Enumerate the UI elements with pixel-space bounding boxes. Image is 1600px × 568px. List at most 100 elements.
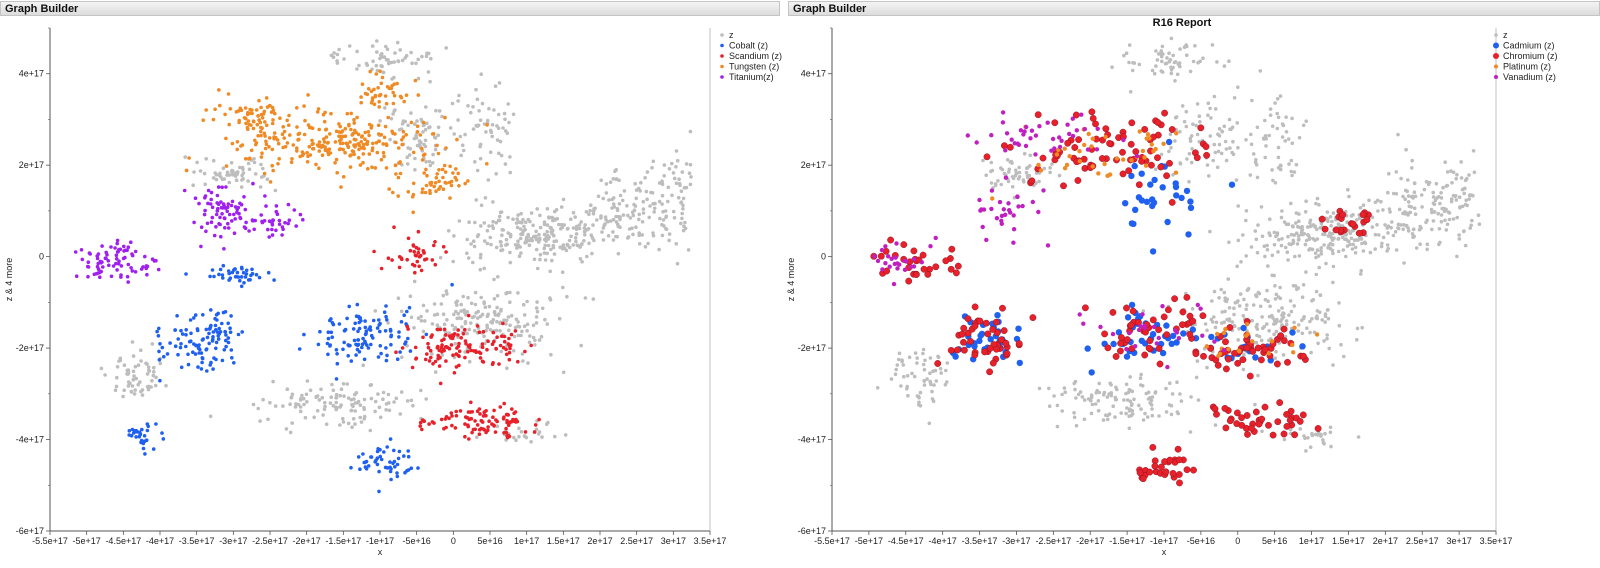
data-point-tungsten-z-	[415, 130, 420, 134]
data-point-cobalt-z-	[371, 318, 376, 323]
legend-item-label[interactable]: Vanadium (z)	[1503, 72, 1556, 82]
legend-marker[interactable]	[1493, 53, 1499, 59]
legend-marker[interactable]	[720, 43, 724, 48]
legend-marker[interactable]	[720, 75, 724, 79]
data-point-z	[315, 409, 320, 413]
data-point-z	[526, 361, 530, 365]
data-point-z	[596, 194, 601, 199]
legend-marker[interactable]	[720, 33, 724, 37]
data-point-tungsten-z-	[348, 165, 353, 169]
data-point-tungsten-z-	[317, 149, 322, 153]
data-point-z	[1270, 273, 1274, 278]
data-point-vanadium-z-	[977, 197, 982, 203]
legend-item-label[interactable]: Cobalt (z)	[729, 41, 768, 51]
data-point-tungsten-z-	[352, 118, 356, 122]
data-point-z	[650, 191, 655, 195]
data-point-tungsten-z-	[391, 90, 396, 95]
legend-marker[interactable]	[1494, 75, 1498, 79]
data-point-scandium-z-	[450, 336, 455, 341]
data-point-z	[1345, 244, 1350, 248]
data-point-chromium-z-	[1149, 316, 1157, 324]
data-point-z	[121, 394, 125, 399]
data-point-z	[534, 427, 539, 432]
data-point-z	[688, 129, 693, 134]
data-point-cobalt-z-	[346, 354, 351, 358]
data-point-z	[1140, 384, 1145, 388]
data-point-tungsten-z-	[453, 175, 458, 180]
data-point-z	[1361, 203, 1366, 207]
data-point-z	[369, 396, 374, 401]
data-point-titanium-z-	[239, 202, 244, 207]
data-point-z	[1236, 145, 1240, 150]
data-point-tungsten-z-	[391, 190, 395, 195]
data-point-cadmium-z-	[1187, 198, 1194, 205]
data-point-scandium-z-	[431, 362, 435, 366]
data-point-z	[617, 178, 621, 183]
data-point-cadmium-z-	[1168, 340, 1175, 347]
data-point-scandium-z-	[473, 427, 478, 432]
data-point-z	[497, 151, 501, 156]
data-point-z	[524, 220, 528, 225]
data-point-z	[1028, 153, 1032, 158]
data-point-tungsten-z-	[367, 152, 372, 156]
legend-item-label[interactable]: z	[729, 30, 734, 40]
legend-item-label[interactable]: z	[1503, 30, 1508, 40]
data-point-tungsten-z-	[347, 123, 351, 128]
legend-marker[interactable]	[1493, 42, 1499, 49]
data-point-tungsten-z-	[325, 141, 330, 145]
legend-marker[interactable]	[720, 64, 724, 69]
data-point-cobalt-z-	[347, 304, 352, 309]
data-point-z	[548, 269, 552, 274]
legend-item-label[interactable]: Platinum (z)	[1503, 62, 1551, 72]
data-point-cadmium-z-	[952, 353, 959, 360]
data-point-z	[553, 434, 557, 439]
data-point-z	[1255, 250, 1260, 255]
data-point-z	[1459, 160, 1463, 164]
data-point-scandium-z-	[485, 347, 489, 352]
data-point-chromium-z-	[1280, 337, 1288, 345]
data-point-titanium-z-	[220, 212, 224, 216]
legend-item-label[interactable]: Scandium (z)	[729, 51, 782, 61]
right-window-titlebar[interactable]: Graph Builder	[788, 1, 1600, 16]
data-point-scandium-z-	[426, 341, 430, 346]
data-point-z	[419, 388, 423, 393]
data-point-z	[473, 160, 477, 164]
legend-item-label[interactable]: Tungsten (z)	[729, 62, 779, 72]
data-point-z	[1451, 170, 1456, 175]
legend-item-label[interactable]: Cadmium (z)	[1503, 41, 1555, 51]
data-point-z	[492, 297, 497, 301]
legend-marker[interactable]	[720, 54, 724, 58]
data-point-z	[1222, 64, 1227, 68]
data-point-z	[534, 229, 538, 234]
data-point-cobalt-z-	[325, 341, 330, 346]
data-point-z	[1317, 265, 1321, 270]
data-point-z	[1432, 210, 1437, 214]
data-point-z	[517, 254, 522, 258]
data-point-z	[1063, 390, 1067, 395]
data-point-cadmium-z-	[1240, 324, 1247, 332]
data-point-z	[1410, 166, 1414, 170]
data-point-cobalt-z-	[326, 352, 330, 357]
data-point-tungsten-z-	[457, 184, 461, 188]
left-window-titlebar[interactable]: Graph Builder	[0, 1, 780, 16]
legend-marker[interactable]	[1494, 64, 1498, 69]
data-point-z	[1215, 60, 1219, 64]
data-point-tungsten-z-	[224, 164, 229, 168]
data-point-chromium-z-	[1234, 359, 1242, 367]
data-point-tungsten-z-	[373, 166, 378, 170]
legend-item-label[interactable]: Chromium (z)	[1503, 51, 1558, 61]
legend-marker[interactable]	[1494, 33, 1498, 37]
data-point-z	[608, 219, 613, 223]
data-point-z	[381, 397, 385, 402]
data-point-chromium-z-	[1155, 345, 1163, 352]
data-point-z	[1230, 320, 1235, 324]
data-point-titanium-z-	[216, 202, 221, 206]
data-point-z	[1144, 391, 1149, 396]
data-point-z	[1260, 429, 1264, 434]
data-point-z	[356, 399, 361, 404]
data-point-z	[322, 407, 327, 412]
data-point-z	[1263, 254, 1267, 259]
data-point-tungsten-z-	[270, 105, 275, 110]
legend-item-label[interactable]: Titanium(z)	[729, 72, 774, 82]
data-point-cobalt-z-	[392, 448, 396, 453]
